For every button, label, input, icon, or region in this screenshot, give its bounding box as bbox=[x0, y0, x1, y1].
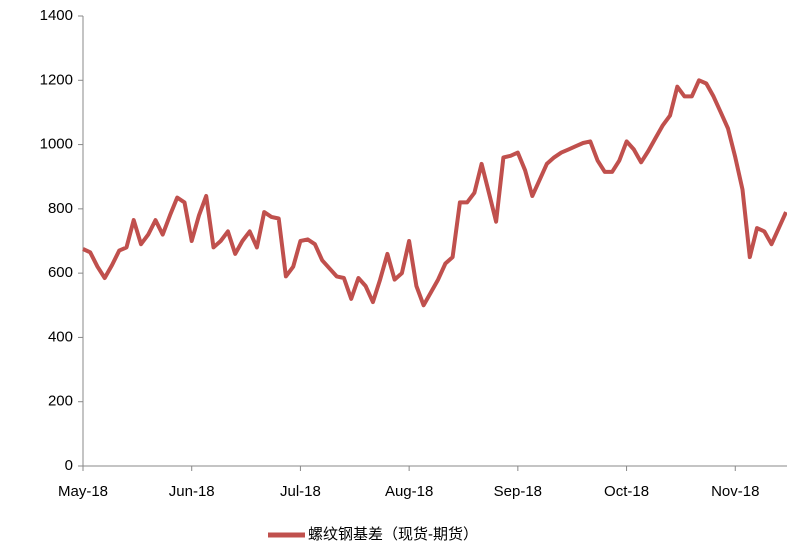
x-tick-label: Nov-18 bbox=[711, 483, 759, 500]
y-tick-label: 200 bbox=[48, 393, 73, 410]
y-tick-label: 400 bbox=[48, 328, 73, 345]
y-tick-label: 600 bbox=[48, 264, 73, 281]
data-line bbox=[82, 78, 787, 308]
y-tick-label: 1200 bbox=[40, 71, 73, 88]
x-tick-label: Jul-18 bbox=[280, 483, 321, 500]
y-tick-label: 0 bbox=[65, 457, 73, 474]
legend-label: 螺纹钢基差（现货-期货） bbox=[308, 526, 478, 543]
y-tick-label: 1400 bbox=[40, 7, 73, 24]
x-tick-label: Jun-18 bbox=[169, 483, 215, 500]
y-tick-label: 800 bbox=[48, 200, 73, 217]
x-tick-label: May-18 bbox=[58, 483, 108, 500]
x-tick-label: Aug-18 bbox=[385, 483, 433, 500]
y-tick-label: 1000 bbox=[40, 136, 73, 153]
x-tick-label: Sep-18 bbox=[494, 483, 542, 500]
x-tick-label: Oct-18 bbox=[604, 483, 649, 500]
